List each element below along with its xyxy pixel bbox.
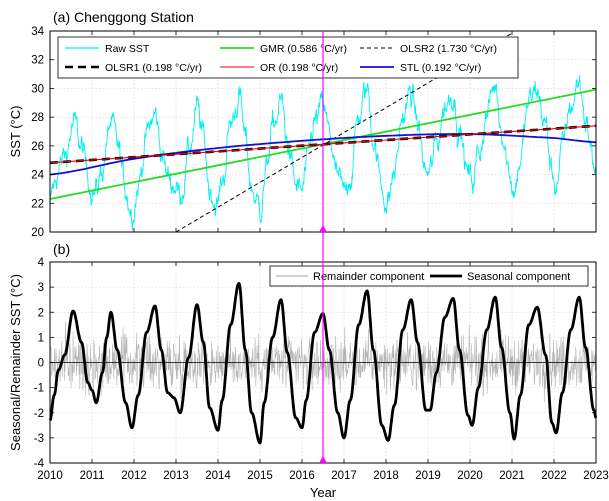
panel-b-ticks: 2010 2011 2012 2013 2014 2015 2016 2017 2018 2019… <box>34 257 609 482</box>
year-marker <box>319 31 327 463</box>
legend-label-stl: STL (0.192 °C/yr) <box>400 62 481 74</box>
panel-a-y-tick-label: 26 <box>31 141 44 153</box>
x-tick-label: 2013 <box>163 470 189 482</box>
panel-b-y-tick-label: -1 <box>34 383 44 395</box>
x-tick-label: 2017 <box>331 470 357 482</box>
panel-a-ticks: 20 22 24 26 28 30 32 34 <box>31 26 597 239</box>
legend-label-olsr2: OLSR2 (1.730 °C/yr) <box>400 43 497 55</box>
legend-label-gmr: GMR (0.586 °C/yr) <box>260 43 347 55</box>
panel-a-y-tick-label: 32 <box>31 55 44 67</box>
x-tick-label: 2020 <box>457 470 483 482</box>
x-tick-label: 2011 <box>80 470 105 482</box>
panel-b-y-tick-label: 0 <box>38 358 44 370</box>
panel-b-y-tick-label: 2 <box>38 307 44 319</box>
panel-b-legend: Remainder component Seasonal component <box>269 265 589 287</box>
x-tick-label: 2018 <box>373 470 399 482</box>
panel-b-y-tick-label: 1 <box>38 332 44 344</box>
legend-label-or: OR (0.198 °C/yr) <box>260 62 338 74</box>
panel-a-y-tick-label: 30 <box>31 83 44 95</box>
panel-b-y-tick-label: -4 <box>34 458 45 470</box>
panel-b-title: (b) <box>53 241 70 257</box>
legend-label-olsr1: OLSR1 (0.198 °C/yr) <box>105 62 202 74</box>
panel-a-marker-triangle <box>319 225 327 232</box>
x-tick-label: 2014 <box>205 470 231 482</box>
panel-a: 20 22 24 26 28 30 32 34 (a) Chenggong Station S… <box>8 9 597 239</box>
x-tick-label: 2015 <box>247 470 273 482</box>
panel-b-y-axis-label: Seasonal/Remainder SST (°C) <box>8 274 23 451</box>
x-tick-label: 2019 <box>415 470 441 482</box>
x-tick-label: 2021 <box>499 470 525 482</box>
legend-label-raw-sst: Raw SST <box>105 43 150 55</box>
panel-b-y-tick-label: 4 <box>38 257 45 269</box>
panel-b-marker-triangle <box>319 456 327 463</box>
panel-b-y-tick-label: -2 <box>34 408 44 420</box>
panel-a-legend: Raw SST OLSR1 (0.198 °C/yr) GMR (0.586 °… <box>57 36 519 79</box>
x-tick-label: 2023 <box>583 470 609 482</box>
panel-b-y-tick-label: -3 <box>34 433 44 445</box>
panel-a-y-tick-label: 20 <box>31 227 44 239</box>
legend-label-seasonal: Seasonal component <box>467 271 570 283</box>
x-tick-label: 2016 <box>289 470 315 482</box>
panel-b-legend-box <box>269 265 589 287</box>
panel-a-title: (a) Chenggong Station <box>53 9 194 25</box>
x-tick-label: 2022 <box>541 470 567 482</box>
x-axis-label: Year <box>310 485 337 500</box>
panel-b: 2010 2011 2012 2013 2014 2015 2016 2017 2018 2019… <box>8 241 609 500</box>
x-tick-label: 2012 <box>121 470 147 482</box>
legend-label-remainder: Remainder component <box>313 271 424 283</box>
panel-a-y-tick-label: 24 <box>31 170 44 182</box>
panel-a-legend-box <box>57 36 519 79</box>
panel-a-y-tick-label: 22 <box>31 198 44 210</box>
x-tick-label: 2010 <box>37 470 63 482</box>
panel-a-y-tick-label: 34 <box>31 26 44 38</box>
panel-a-y-axis-label: SST (°C) <box>8 106 23 158</box>
panel-b-y-tick-label: 3 <box>38 282 44 294</box>
panel-a-y-tick-label: 28 <box>31 112 44 124</box>
